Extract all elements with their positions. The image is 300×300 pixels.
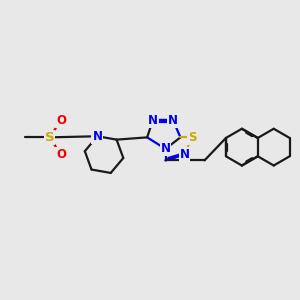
Text: N: N [92,130,102,143]
Text: S: S [45,131,54,144]
Text: O: O [56,148,66,161]
Text: N: N [168,114,178,127]
Text: N: N [148,114,158,127]
Text: N: N [160,142,170,155]
Text: S: S [188,131,196,144]
Text: O: O [56,114,66,127]
Text: N: N [179,148,190,161]
